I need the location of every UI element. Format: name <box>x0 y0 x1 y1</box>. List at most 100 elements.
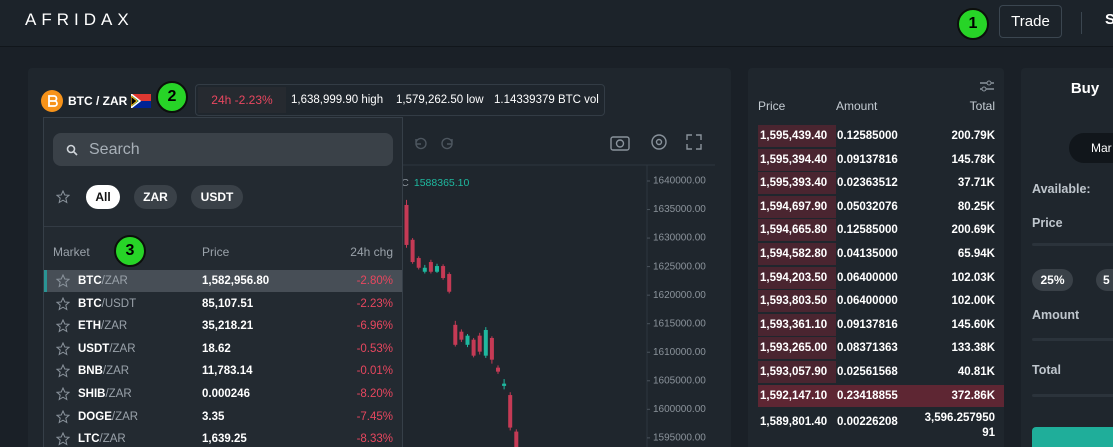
favorite-star[interactable] <box>56 319 70 333</box>
depth-bar <box>758 243 836 265</box>
market-base: USDT <box>78 342 110 355</box>
market-quote: /ZAR <box>101 320 128 333</box>
depth-bar <box>758 337 836 360</box>
market-base: BNB <box>78 365 103 378</box>
favorites-filter[interactable] <box>56 190 70 204</box>
market-quote: /ZAR <box>101 275 128 287</box>
order-total: 200.79K <box>951 130 995 142</box>
market-row[interactable]: ETH/ZAR 35,218.21 -6.96% <box>44 315 402 337</box>
favorite-star[interactable] <box>56 364 70 378</box>
market-row[interactable]: BTC/USDT 85,107.51 -2.23% <box>44 293 402 315</box>
favorite-star[interactable] <box>56 432 70 446</box>
market-quote: /ZAR <box>99 433 126 446</box>
order-amount: 0.09137816 <box>837 153 898 166</box>
search-placeholder: Search <box>89 141 140 158</box>
nav-partial[interactable]: S <box>1105 11 1113 28</box>
trade-button[interactable]: Trade <box>999 5 1062 38</box>
order-total: 102.03K <box>951 271 995 284</box>
market-name: BTC/ZAR <box>78 270 128 292</box>
filter-knob <box>981 86 987 92</box>
annotation-badge: 2 <box>156 81 188 113</box>
market-quote: /ZAR <box>111 410 139 423</box>
buy-button[interactable] <box>1032 427 1113 447</box>
order-amount: 0.00226208 <box>837 416 898 429</box>
order-total: 145.78K <box>951 153 995 166</box>
market-price: 0.000246 <box>202 388 250 400</box>
market-base: BTC <box>78 275 102 287</box>
column-header: Price <box>202 245 230 259</box>
filter-chip[interactable]: All <box>86 185 120 209</box>
order-price: 1,594,582.80 <box>760 248 828 260</box>
favorite-star[interactable] <box>56 409 70 424</box>
pair-name[interactable]: BTC / ZAR <box>68 94 128 108</box>
market-row[interactable]: BNB/ZAR 11,783.14 -0.01% <box>44 360 402 382</box>
stat-change: 24h -2.23% <box>198 87 286 113</box>
order-total: 102.00K <box>951 295 995 308</box>
depth-bar <box>758 195 836 218</box>
order-total: 65.94K <box>957 248 995 260</box>
flag-red <box>131 94 151 101</box>
annotation-badge: 1 <box>957 8 989 40</box>
market-row[interactable]: SHIB/ZAR 0.000246 -8.20% <box>44 383 402 405</box>
market-row[interactable]: BTC/ZAR 1,582,956.80 -2.80% <box>44 270 402 292</box>
percent-button[interactable]: 5 <box>1096 269 1113 291</box>
market-base: DOGE <box>78 410 112 423</box>
market-row[interactable]: USDT/ZAR 18.62 -0.53% <box>44 338 402 360</box>
order-price: 1,595,439.40 <box>760 130 828 142</box>
depth-bar <box>758 361 836 383</box>
market-change: -6.96% <box>356 320 393 333</box>
market-change: -2.80% <box>356 275 393 287</box>
order-price: 1,595,394.40 <box>760 153 828 166</box>
market-row[interactable]: DOGE/ZAR 3.35 -7.45% <box>44 406 402 428</box>
market-row[interactable]: LTC/ZAR 1,639.25 -8.33% <box>44 428 402 447</box>
favorite-star[interactable] <box>56 274 70 288</box>
depth-bar <box>758 125 836 147</box>
order-amount: 0.06400000 <box>837 295 898 308</box>
order-amount: 0.12585000 <box>837 224 898 237</box>
favorite-star[interactable] <box>56 296 70 311</box>
order-total: 372.86K <box>951 389 995 402</box>
order-amount: 0.12585000 <box>837 130 898 142</box>
depth-bar <box>758 290 836 313</box>
market-price: 35,218.21 <box>202 320 254 333</box>
market-price: 11,783.14 <box>202 365 253 378</box>
filter-knob <box>986 80 992 86</box>
form-title[interactable]: Buy <box>1070 80 1100 97</box>
search-box[interactable] <box>53 133 393 166</box>
favorite-star[interactable] <box>56 387 70 401</box>
market-selector: Search All ZAR USDT Market Price 24h chg… <box>43 117 403 447</box>
market-base: SHIB <box>78 388 106 400</box>
order-price: 1,593,057.90 <box>760 366 828 378</box>
order-price: 1,593,803.50 <box>760 295 828 308</box>
column-header: Market <box>53 245 90 259</box>
order-price: 1,589,801.40 <box>760 416 828 429</box>
market-quote: /ZAR <box>105 388 132 400</box>
market-quote: /ZAR <box>102 365 130 378</box>
order-type-button[interactable]: Mar <box>1069 133 1113 163</box>
column-header: 24h chg <box>350 245 393 259</box>
column-header: Amount <box>836 99 878 113</box>
order-price: 1,592,147.10 <box>760 389 828 402</box>
market-base: ETH <box>78 320 101 333</box>
price-input[interactable] <box>1032 243 1113 246</box>
total-input[interactable] <box>1032 394 1113 397</box>
filter-chip[interactable]: ZAR <box>134 185 177 209</box>
percent-button[interactable]: 25% <box>1032 269 1073 291</box>
search-icon <box>66 144 78 156</box>
market-price: 85,107.51 <box>202 297 254 310</box>
order-total: 200.69K <box>951 224 995 237</box>
market-name: SHIB/ZAR <box>78 383 132 405</box>
order-price: 1,594,697.90 <box>760 200 828 213</box>
top-bar <box>0 0 1113 47</box>
market-change: -8.20% <box>356 388 393 400</box>
search-lens <box>66 144 76 154</box>
pair-stats <box>195 84 605 116</box>
filter-chip[interactable]: USDT <box>191 185 243 209</box>
order-amount: 0.09137816 <box>837 318 898 331</box>
amount-input[interactable] <box>1032 338 1113 341</box>
favorite-star[interactable] <box>56 341 70 356</box>
order-amount: 0.05032076 <box>837 200 898 213</box>
filter-icon[interactable] <box>979 79 995 93</box>
